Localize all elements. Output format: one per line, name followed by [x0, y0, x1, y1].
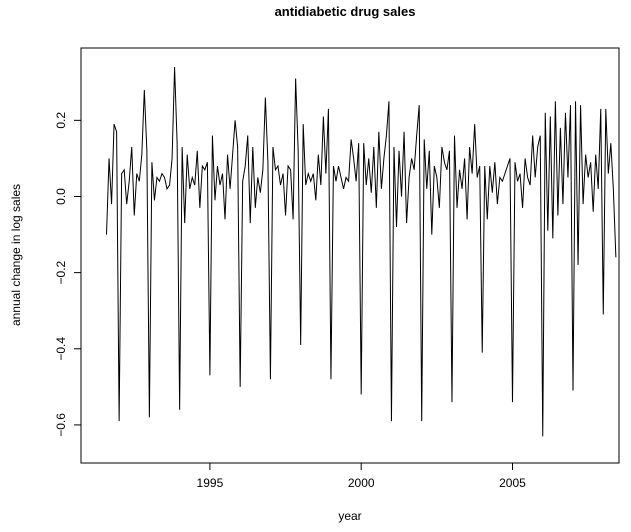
x-axis-label: year — [338, 509, 361, 523]
y-tick-label: −0.2 — [54, 260, 68, 284]
series-line — [106, 67, 617, 437]
y-tick-label: 0.0 — [54, 188, 68, 205]
x-tick-label: 1995 — [197, 476, 224, 490]
x-tick-label: 2000 — [348, 476, 375, 490]
y-tick-label: −0.6 — [54, 413, 68, 437]
y-axis-label: annual change in log sales — [9, 184, 23, 326]
y-tick-label: 0.2 — [54, 112, 68, 129]
chart-title: antidiabetic drug sales — [275, 4, 416, 19]
x-tick-label: 2005 — [499, 476, 526, 490]
plot-box — [80, 47, 620, 464]
y-tick-label: −0.4 — [54, 337, 68, 361]
